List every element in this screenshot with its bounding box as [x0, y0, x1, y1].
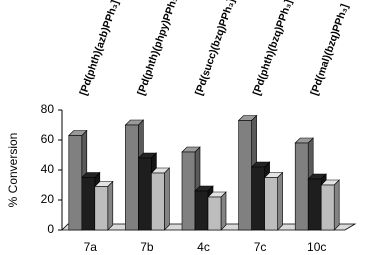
bar-side — [333, 179, 340, 231]
bar-side — [220, 191, 227, 231]
bar — [320, 184, 335, 231]
x-tick-label: 7b — [140, 240, 154, 254]
bar — [207, 196, 222, 231]
bar — [294, 142, 309, 231]
bar — [81, 177, 96, 231]
bar — [125, 124, 139, 231]
x-tick-label: 7c — [254, 240, 267, 254]
y-tick-label: 60 — [41, 132, 55, 146]
bar-side — [107, 180, 114, 231]
y-tick-label: 40 — [41, 162, 55, 176]
bar — [138, 157, 152, 231]
catalyst-label: [Pd(succ)(bzq)PPh₃] — [193, 0, 237, 97]
x-tick-label: 4c — [197, 240, 210, 254]
x-tick-label: 10c — [307, 240, 326, 254]
y-tick-label: 80 — [41, 102, 55, 116]
bar-side — [277, 171, 283, 231]
bar — [264, 177, 278, 231]
bar — [151, 172, 165, 231]
bar — [251, 166, 265, 231]
bar — [238, 120, 252, 231]
bar — [94, 186, 109, 231]
bar-side — [164, 167, 170, 231]
catalyst-label: [Pd(mal)(bzq)PPh₃] — [308, 2, 351, 97]
bar — [194, 190, 209, 231]
bar — [68, 135, 83, 231]
x-tick-label: 7a — [84, 240, 98, 254]
y-axis-label: % Conversion — [6, 133, 20, 208]
catalyst-label: [Pd(phth)(phpy)PPh₃] — [135, 0, 181, 97]
y-tick-label: 20 — [41, 192, 55, 206]
catalyst-label: [Pd(phth)(bzq)PPh₃] — [251, 0, 295, 97]
y-tick-label: 0 — [47, 222, 54, 236]
bar — [307, 178, 322, 231]
catalyst-label: [Pd(phth)(azb)PPh₃] — [77, 0, 121, 97]
bar — [181, 151, 196, 231]
